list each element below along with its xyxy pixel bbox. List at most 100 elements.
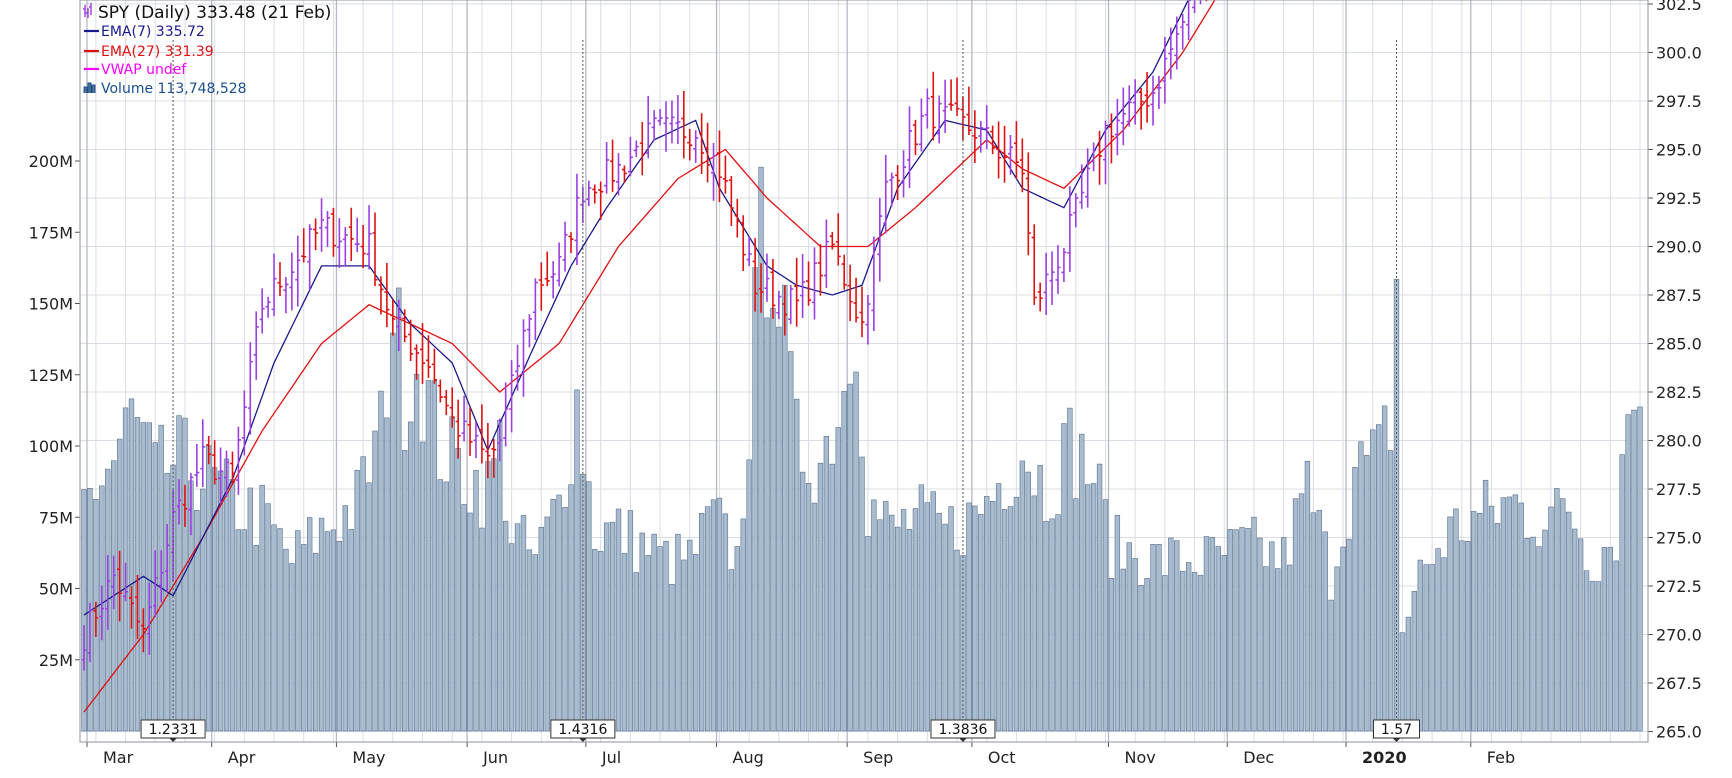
price-bar — [633, 140, 639, 158]
price-bar — [520, 319, 526, 397]
price-bar — [918, 98, 924, 152]
price-bar — [550, 261, 556, 299]
volume-bar — [1239, 527, 1245, 732]
volume-bar — [645, 555, 651, 732]
price-bar — [105, 555, 111, 630]
volume-bar — [1316, 509, 1322, 732]
volume-bar — [1429, 564, 1435, 732]
volume-tick-label: 175M — [29, 223, 73, 242]
volume-bar — [1031, 495, 1037, 732]
price-bar — [1043, 252, 1049, 315]
price-bar — [313, 218, 319, 251]
annotation-pointer — [169, 738, 178, 742]
volume-bar — [1298, 493, 1305, 732]
volume-bar — [1506, 496, 1513, 732]
volume-bar — [1162, 575, 1168, 732]
price-bar — [253, 311, 259, 380]
price-tick-label: 282.5 — [1656, 383, 1702, 402]
volume-bar — [1625, 414, 1631, 732]
price-bar — [443, 390, 449, 416]
volume-bar — [223, 458, 230, 732]
volume-bar — [1447, 516, 1453, 732]
price-bar — [241, 390, 247, 456]
price-bar — [461, 395, 467, 442]
price-bar — [372, 212, 378, 287]
volume-bar — [1209, 536, 1216, 732]
legend-ema-slow: EMA(27) 331.39 — [84, 44, 214, 60]
price-tick-label: 270.0 — [1656, 626, 1702, 645]
price-bar — [206, 436, 212, 465]
price-bar — [901, 150, 907, 198]
annotation-markers: 1.2331 1.4316 1.3836 1.57 — [140, 40, 1421, 742]
price-bar — [515, 344, 521, 391]
volume-bar — [835, 427, 841, 732]
volume-bar — [1453, 508, 1459, 732]
volume-bar — [396, 287, 402, 732]
volume-bar — [1358, 441, 1364, 732]
volume-bar — [1013, 496, 1020, 732]
volume-bar — [704, 506, 711, 732]
volume-bar — [81, 489, 87, 732]
price-bar — [776, 290, 782, 320]
volume-bar — [865, 536, 871, 732]
price-bar — [924, 88, 930, 129]
volume-bar — [710, 499, 717, 732]
volume-bar — [1399, 632, 1406, 732]
price-bar — [1002, 125, 1008, 183]
volume-bar — [1441, 557, 1447, 732]
volume-bar — [586, 481, 592, 732]
volume-bar — [1257, 537, 1263, 732]
price-tick-label: 287.5 — [1656, 286, 1702, 305]
volume-bar — [687, 539, 693, 732]
price-bar — [271, 253, 277, 317]
price-bar — [1150, 75, 1156, 126]
volume-bar — [200, 488, 206, 732]
month-label: May — [352, 748, 385, 767]
price-bar — [1108, 113, 1114, 164]
volume-bar — [211, 467, 218, 732]
legend-price: SPY (Daily) 333.48 (21 Feb) — [83, 3, 331, 23]
volume-bar — [128, 398, 135, 732]
price-bar — [194, 444, 200, 487]
price-bar — [568, 232, 574, 254]
price-tick-label: 292.5 — [1656, 189, 1702, 208]
volume-bar — [1174, 540, 1180, 732]
volume-bar — [1500, 497, 1507, 732]
volume-bar — [1061, 423, 1067, 732]
price-bar — [1025, 152, 1031, 256]
volume-bar — [437, 479, 444, 732]
month-label: Nov — [1124, 748, 1155, 767]
volume-bar — [1364, 455, 1370, 732]
volume-bar — [1185, 562, 1192, 732]
volume-bar — [324, 531, 331, 732]
legend-vwap-text: VWAP undef — [101, 62, 187, 78]
month-label: Mar — [103, 748, 134, 767]
volume-bar — [1530, 536, 1536, 732]
volume-bar — [1126, 542, 1132, 732]
price-bar — [657, 109, 663, 126]
volume-bar — [639, 532, 645, 732]
legend-ema-slow-text: EMA(27) 331.39 — [101, 44, 214, 60]
price-bar — [1120, 87, 1126, 146]
price-bar — [129, 586, 135, 629]
volume-bar — [716, 497, 723, 732]
price-bar — [1103, 120, 1108, 185]
price-bar — [123, 562, 129, 602]
price-bar — [770, 258, 776, 319]
volume-bar — [799, 471, 806, 732]
price-bar — [324, 211, 330, 248]
volume-bar — [1536, 546, 1542, 732]
volume-bar — [603, 522, 610, 732]
price-tick-label: 300.0 — [1656, 44, 1702, 63]
volume-bar — [894, 526, 901, 732]
price-bar — [722, 155, 728, 194]
price-bar — [301, 228, 307, 263]
volume-bar — [402, 450, 408, 732]
price-bar — [1079, 164, 1085, 209]
price-bar — [467, 407, 473, 456]
annotation-label: 1.2331 — [149, 722, 198, 738]
volume-bar — [966, 502, 972, 732]
price-bar — [479, 404, 485, 464]
volume-bar — [431, 380, 438, 732]
